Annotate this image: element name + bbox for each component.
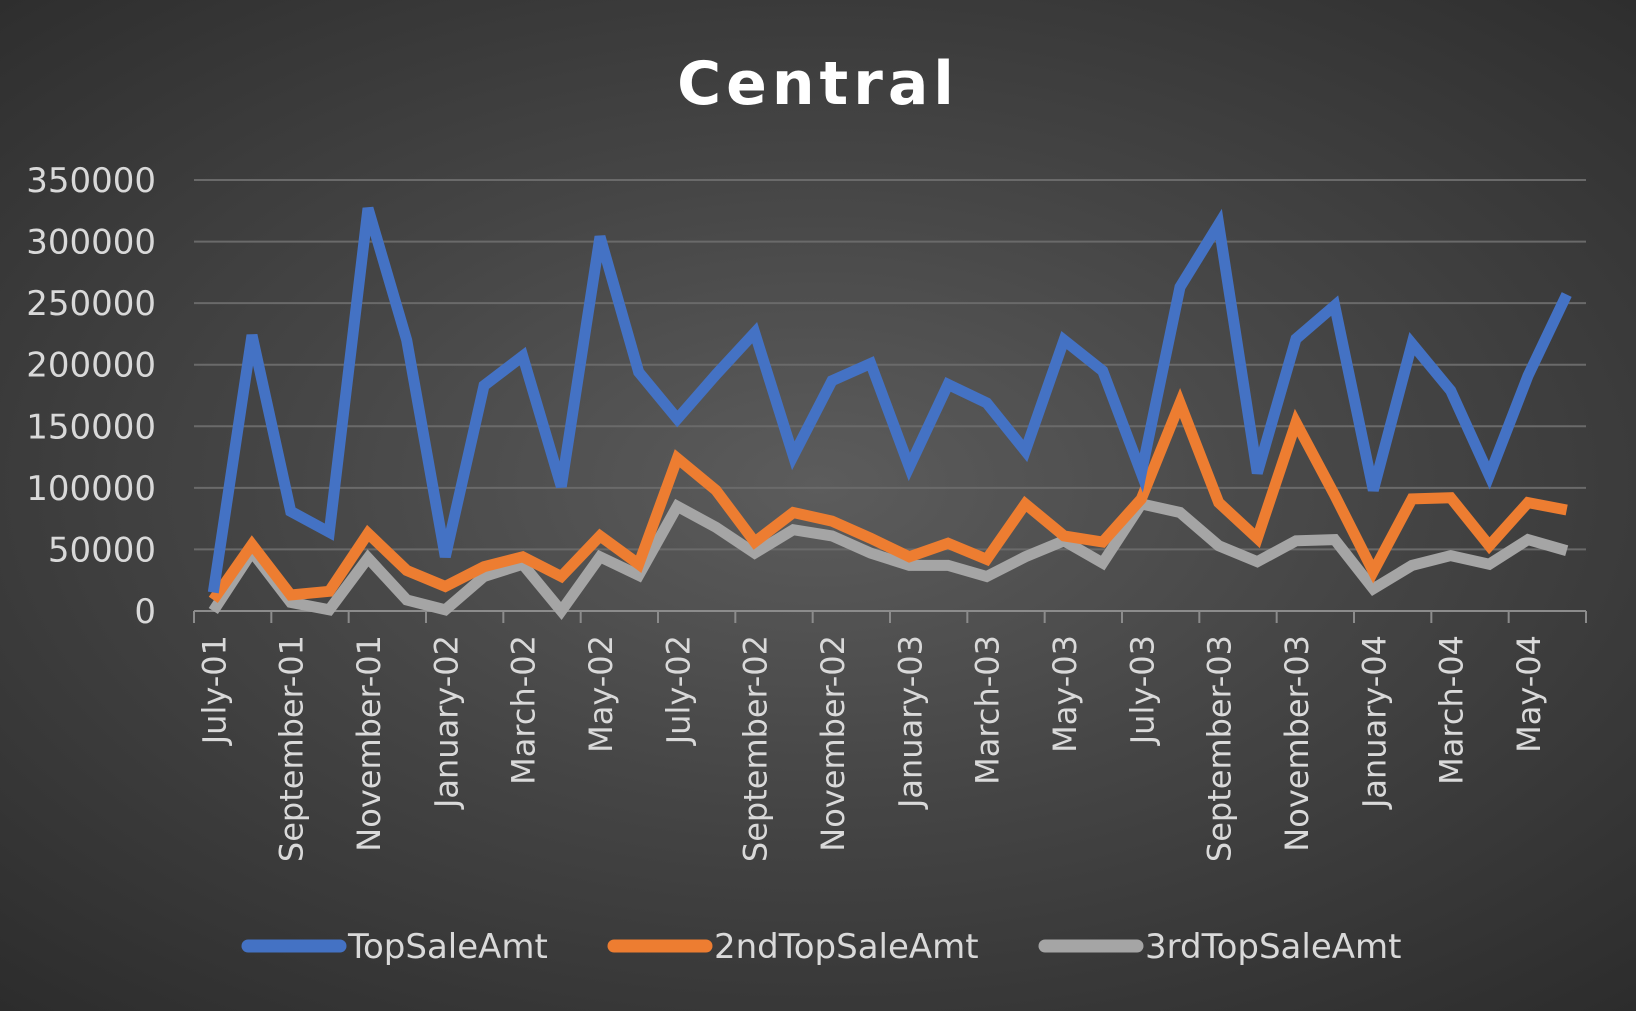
x-tick-label: January-04 <box>1355 635 1393 810</box>
x-tick-label: March-03 <box>969 635 1007 785</box>
y-tick-label: 150000 <box>26 407 156 447</box>
y-tick-label: 350000 <box>26 161 156 201</box>
y-tick-label: 300000 <box>26 223 156 263</box>
x-tick-label: November-01 <box>350 635 388 852</box>
x-tick-label: March-04 <box>1433 635 1471 785</box>
y-tick-label: 250000 <box>26 284 156 324</box>
series-line-TopSaleAmt <box>207 206 1572 594</box>
y-tick-label: 50000 <box>48 530 156 570</box>
x-tick-label: November-03 <box>1278 635 1316 852</box>
axes: 0 50000 100000 150000 200000 250000 300000 3500… <box>26 161 1587 862</box>
legend-label: TopSaleAmt <box>347 927 548 967</box>
x-tick-label: January-02 <box>427 635 465 810</box>
y-tick-label: 100000 <box>26 469 156 509</box>
series-line-3rdTopSaleAmt <box>208 497 1569 621</box>
x-tick-label: May-04 <box>1510 635 1548 753</box>
x-tick-label: May-02 <box>582 635 620 753</box>
y-tick-label: 200000 <box>26 346 156 386</box>
chart-title: Central <box>677 49 959 119</box>
x-tick-label: May-03 <box>1046 635 1084 753</box>
x-tick-label: September-01 <box>273 635 311 862</box>
x-tick-label: July-01 <box>195 635 233 746</box>
series-line-2ndTopSaleAmt <box>208 387 1568 604</box>
x-tick-label: March-02 <box>505 635 543 785</box>
x-tick-label: September-02 <box>737 635 775 862</box>
x-tick-label: July-02 <box>659 635 697 746</box>
legend-label: 2ndTopSaleAmt <box>714 927 979 967</box>
x-tick-label: January-03 <box>891 635 929 810</box>
legend: TopSaleAmt 2ndTopSaleAmt 3rdTopSaleAmt <box>241 927 1401 967</box>
x-tick-label: September-03 <box>1201 635 1239 862</box>
x-tick-label: July-03 <box>1123 635 1161 746</box>
legend-label: 3rdTopSaleAmt <box>1145 927 1401 967</box>
gridlines <box>194 179 1586 551</box>
series-lines <box>207 206 1572 621</box>
x-tick-label: November-02 <box>814 635 852 852</box>
y-tick-label: 0 <box>134 592 156 632</box>
